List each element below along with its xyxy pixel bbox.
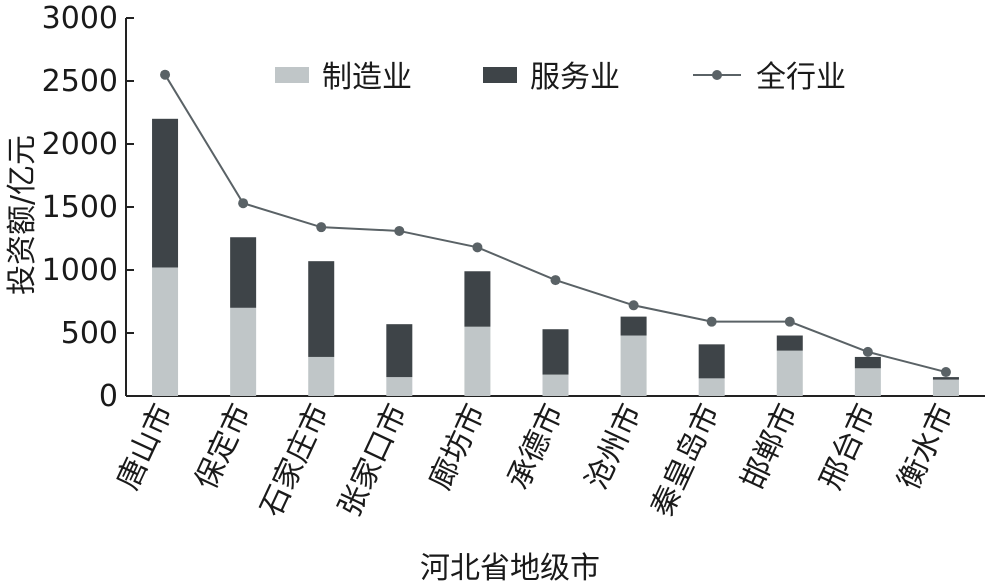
bar-services <box>620 316 647 336</box>
legend-swatch-services <box>483 67 517 83</box>
total-line <box>160 69 951 378</box>
total-point <box>316 222 327 233</box>
y-tick-label: 2000 <box>42 127 118 162</box>
bar-services <box>308 261 335 357</box>
legend-label-manufacturing: 制造业 <box>322 60 412 95</box>
bar-manufacturing <box>854 368 881 396</box>
bar-services <box>230 237 257 308</box>
total-point <box>160 69 171 80</box>
x-tick-label: 保定市 <box>189 399 259 495</box>
axes: 0 500 1000 1500 2000 2500 3000 <box>42 1 985 414</box>
total-point <box>394 225 405 236</box>
bar-manufacturing <box>620 335 647 396</box>
bar-manufacturing <box>308 356 335 396</box>
x-tick-label: 唐山市 <box>111 399 181 495</box>
bar-manufacturing <box>230 307 257 396</box>
bar-services <box>932 377 959 380</box>
total-line-path <box>164 74 947 374</box>
bar-services <box>698 344 725 379</box>
total-point <box>550 275 561 286</box>
x-tick-label: 邯郸市 <box>735 399 805 495</box>
bar-services <box>542 329 569 375</box>
x-tick-label: 秦皇岛市 <box>644 399 726 523</box>
bar-manufacturing <box>776 350 803 396</box>
total-point <box>940 367 951 378</box>
y-axis-label: 投资额/亿元 <box>5 135 40 295</box>
y-tick-label: 1000 <box>42 253 118 288</box>
y-tick-label: 1500 <box>42 190 118 225</box>
bar-services <box>464 271 491 327</box>
bar-services <box>776 335 803 351</box>
bar-manufacturing <box>464 326 491 396</box>
bar-services <box>854 356 881 369</box>
legend-marker-total <box>712 70 722 80</box>
x-tick-label: 石家庄市 <box>254 399 336 523</box>
legend: 制造业 服务业 全行业 <box>275 60 846 95</box>
total-point <box>238 198 249 209</box>
total-point <box>472 242 483 253</box>
total-point <box>862 346 873 357</box>
bar-manufacturing <box>542 374 569 396</box>
x-axis-label: 河北省地级市 <box>420 551 600 585</box>
bars <box>152 118 959 396</box>
x-tick-label: 衡水市 <box>891 399 961 495</box>
bar-manufacturing <box>152 267 179 396</box>
bar-manufacturing <box>386 377 413 396</box>
y-tick-label: 2500 <box>42 64 118 99</box>
total-point <box>784 316 795 327</box>
legend-swatch-manufacturing <box>275 67 309 83</box>
bar-services <box>386 324 413 378</box>
bar-services <box>152 118 179 268</box>
bar-manufacturing <box>698 378 725 396</box>
total-point <box>706 316 717 327</box>
y-tick-label: 0 <box>99 379 118 414</box>
x-tick-label: 张家口市 <box>332 399 414 523</box>
legend-label-services: 服务业 <box>530 60 620 95</box>
x-tick-label: 廊坊市 <box>423 399 493 495</box>
y-tick-label: 3000 <box>42 1 118 36</box>
bar-manufacturing <box>932 379 959 396</box>
x-tick-label: 沧州市 <box>579 399 649 495</box>
total-point <box>628 300 639 311</box>
legend-label-total: 全行业 <box>756 60 846 95</box>
x-tick-label: 承德市 <box>501 399 571 495</box>
x-tick-label: 邢台市 <box>813 399 883 495</box>
y-tick-label: 500 <box>61 316 118 351</box>
